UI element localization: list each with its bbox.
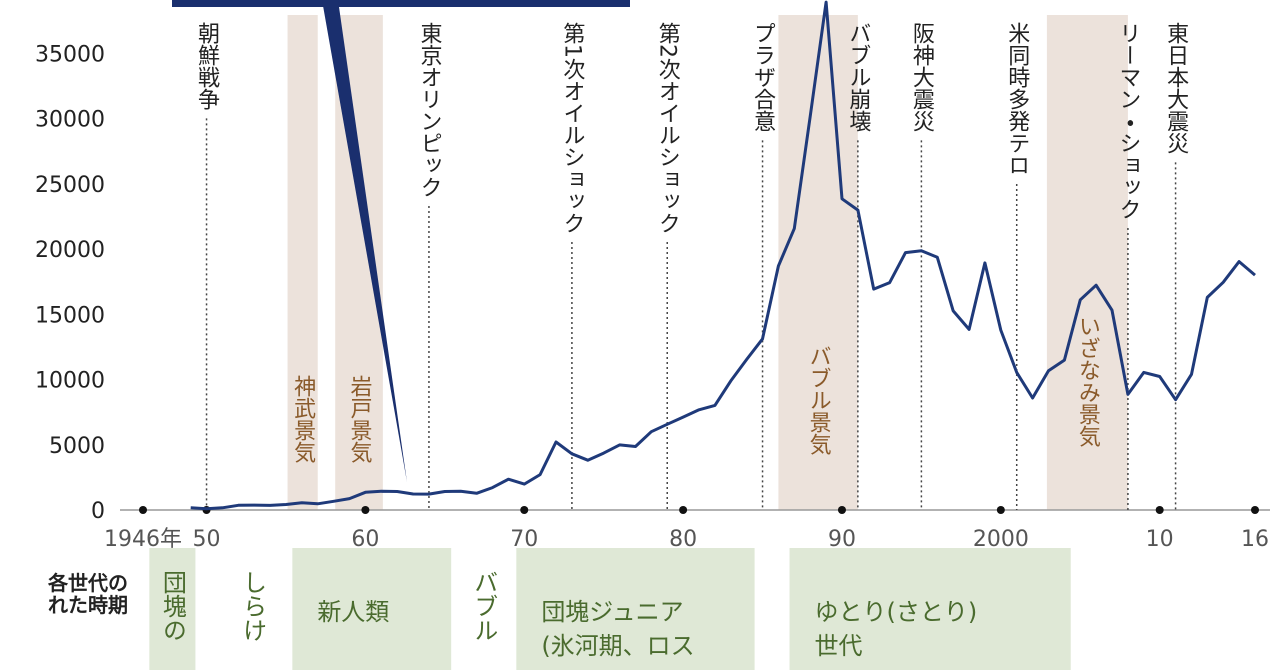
y-tick-label: 5000: [49, 434, 105, 459]
y-tick-label: 0: [91, 499, 105, 524]
x-tick-label: 1946年: [104, 527, 182, 552]
x-tick-label: 70: [510, 527, 538, 552]
x-tick-label: 80: [669, 527, 697, 552]
event-label: リーマン・ショック: [1115, 22, 1140, 220]
boom-band: [778, 15, 858, 510]
event-label: 東京オリンピック: [416, 22, 442, 198]
generation-band: [292, 548, 452, 670]
y-tick-label: 15000: [35, 303, 105, 328]
event-label: 米同時多発テロ: [1004, 22, 1030, 176]
y-tick-label: 10000: [35, 369, 105, 394]
event-label: プラザ合意: [750, 22, 776, 132]
generation-band: [789, 548, 1071, 670]
x-tick-label: 10: [1146, 527, 1174, 552]
event-label: 第1次オイルショック: [559, 22, 585, 234]
x-tick-label: 60: [351, 527, 379, 552]
index-line: [190, 0, 1256, 511]
boom-label: 神武景気: [290, 375, 316, 463]
y-tick-label: 40000: [35, 0, 105, 2]
boom-label: バブル景気: [806, 345, 832, 455]
boom-band: [287, 15, 318, 510]
x-tick-dot: [837, 506, 846, 514]
generation-label: バブル: [470, 570, 498, 642]
x-tick-label: 2000: [973, 527, 1029, 552]
event-label: 第2次オイルショック: [655, 22, 681, 234]
x-tick-label: 90: [828, 527, 856, 552]
y-tick-label: 35000: [35, 42, 105, 67]
pointer: [322, 0, 407, 482]
generation-heading: 各世代の: [47, 571, 128, 595]
x-tick-dot: [361, 506, 370, 514]
event-label: 阪神大震災: [909, 22, 935, 132]
generation-label: 団塊ジュニア: [541, 598, 683, 626]
x-tick-dot: [1155, 506, 1164, 514]
event-label: バブル崩壊: [845, 22, 871, 132]
y-tick-label: 25000: [35, 173, 105, 198]
x-tick-dot: [1251, 506, 1259, 514]
x-tick-dot: [520, 506, 529, 514]
generation-label: 新人類: [317, 598, 389, 626]
generation-band: [149, 548, 196, 670]
generation-label: ゆとり(さとり): [815, 598, 978, 626]
x-tick-label: 16: [1241, 527, 1269, 552]
generation-label: しらけ: [239, 570, 267, 642]
generation-label: 世代: [815, 632, 863, 660]
generation-heading: れた時期: [48, 593, 128, 617]
generation-label: (氷河期、ロス: [541, 632, 694, 660]
boom-label: 岩戸景気: [347, 375, 373, 463]
x-tick-dot: [996, 506, 1005, 514]
event-label: 東日本大震災: [1163, 22, 1189, 154]
y-tick-label: 20000: [35, 238, 105, 263]
event-label: 朝鮮戦争: [194, 22, 220, 110]
x-tick-label: 50: [193, 527, 221, 552]
plot-layer: 0 5000 10000 15000 20000 25000 30000 35000 40000…: [35, 0, 1270, 552]
y-tick-label: 30000: [35, 108, 105, 133]
boom-band: [1046, 15, 1128, 510]
generation-label: 団塊の: [158, 570, 186, 642]
generation-band: [516, 548, 755, 670]
boom-label: いざなみ景気: [1075, 315, 1101, 447]
x-tick-dot: [679, 506, 688, 514]
title-box-edge: [172, 0, 630, 7]
x-tick-dot: [139, 506, 147, 514]
